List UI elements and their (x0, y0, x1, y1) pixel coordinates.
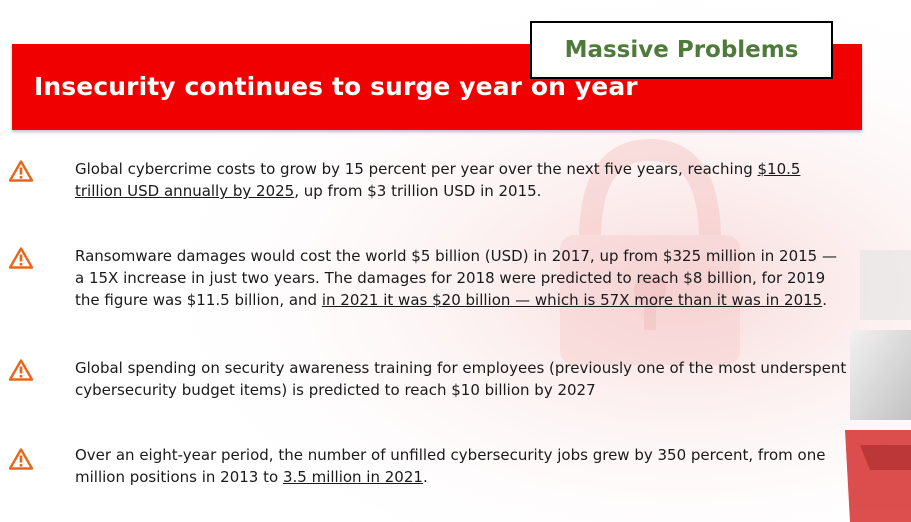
item-text: Over an eight-year period, the number of… (75, 446, 826, 486)
item-highlight: $10.5 trillion USD annually by 2025 (75, 160, 801, 200)
warning-icon (9, 160, 33, 182)
item-highlight: in 2021 it was $20 billion — which is 57… (321, 291, 823, 309)
item-text: Global spending on security awareness tr… (75, 359, 847, 399)
warning-icon (9, 247, 33, 269)
item-text: Global cybercrime costs to grow by 15 pe… (75, 160, 801, 200)
warning-icon (9, 448, 33, 470)
section-tag-label: Massive Problems (564, 37, 799, 63)
warning-icon (9, 359, 33, 381)
item-text: Ransomware damages would cost the world … (75, 247, 837, 309)
section-tag: Massive Problems (530, 21, 833, 79)
item-highlight: 3.5 million in 2021 (282, 468, 423, 486)
